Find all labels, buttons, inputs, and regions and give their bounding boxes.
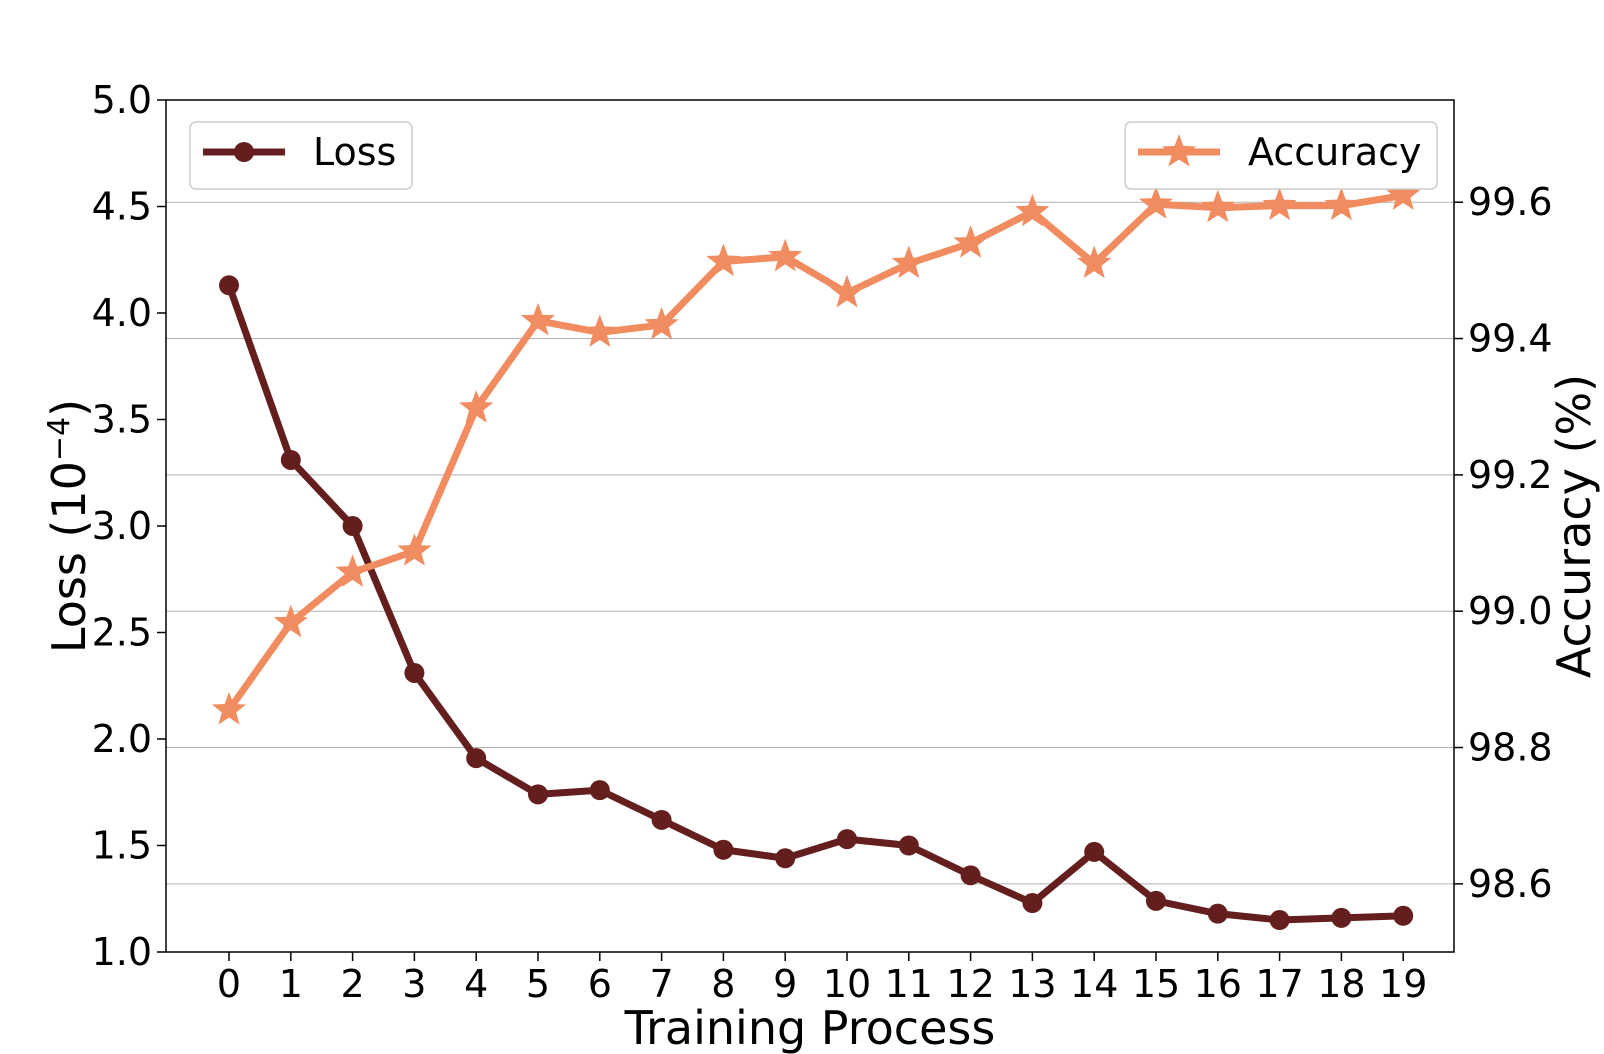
left-tick-label: 2.5 [92,611,152,655]
x-tick-label: 3 [402,962,426,1006]
left-tick-label: 4.5 [92,185,152,229]
series-layer [211,177,1421,931]
data-point-loss [837,829,857,850]
data-point-accuracy [582,314,617,347]
data-point-accuracy [1262,187,1297,221]
data-point-loss [1331,907,1352,928]
data-point-loss [1393,905,1414,926]
right-tick-label: 99.4 [1468,317,1553,361]
data-point-loss [960,865,981,886]
left-tick-label: 4.0 [92,291,152,335]
data-point-loss [589,780,610,801]
data-point-accuracy [1138,186,1174,219]
data-point-loss [713,839,734,860]
x-tick-label: 10 [823,962,871,1006]
data-point-accuracy [1077,245,1112,279]
right-axis-gridlines [166,201,1454,885]
data-point-accuracy [706,243,741,277]
data-point-loss [1022,893,1043,914]
x-axis-ticks: 0 1 2 3 4 5 6 7 8 9 10 11 12 13 14 15 16 17 18 19 [217,952,1427,1006]
data-point-accuracy [891,245,926,279]
x-tick-label: 19 [1379,962,1427,1006]
x-tick-label: 9 [773,962,797,1006]
x-tick-label: 13 [1008,962,1056,1006]
legend-loss-label: Loss [313,130,396,174]
left-axis-ticks: 1.0 1.5 2.0 2.5 3.0 3.5 4.0 4.5 5.0 [92,78,166,974]
x-tick-label: 4 [464,962,488,1006]
legend-loss-box [189,121,413,190]
data-point-accuracy [829,274,865,308]
data-point-accuracy [520,302,556,336]
data-point-loss [466,748,487,769]
data-point-accuracy [335,554,370,587]
data-point-accuracy [1015,193,1050,227]
x-tick-label: 2 [341,962,365,1006]
left-tick-label: 2.0 [92,717,152,761]
x-tick-label: 0 [217,962,241,1006]
left-tick-label: 1.5 [92,824,152,868]
x-tick-label: 17 [1255,962,1303,1006]
data-point-loss [1084,841,1105,862]
data-point-accuracy [397,533,432,566]
right-tick-label: 99.6 [1468,180,1553,224]
x-tick-label: 15 [1132,962,1180,1006]
left-tick-label: 3.5 [92,398,152,442]
right-tick-label: 98.6 [1468,862,1553,906]
left-tick-label: 5.0 [92,78,152,122]
legend-loss: Loss [189,121,413,190]
data-point-accuracy [768,238,803,272]
x-tick-label: 18 [1317,962,1365,1006]
series-line-loss [225,281,1407,924]
x-axis-title: Training Process [624,1001,996,1054]
data-point-loss [651,809,672,830]
data-point-loss [528,784,548,805]
x-tick-label: 12 [946,962,994,1006]
data-point-accuracy [1200,189,1235,223]
data-point-loss [1269,910,1290,931]
right-axis-ticks: 98.6 98.8 99.0 99.2 99.4 99.6 [1454,180,1553,906]
right-tick-label: 99.2 [1468,453,1553,497]
left-axis-title: Loss (10−4) [42,399,96,653]
data-point-loss [1146,890,1166,911]
x-tick-label: 16 [1194,962,1242,1006]
right-tick-label: 98.8 [1468,726,1553,770]
data-point-accuracy [953,225,988,258]
right-axis-title: Accuracy (%) [1547,374,1601,678]
left-tick-label: 1.0 [92,930,152,974]
left-tick-label: 3.0 [92,504,152,548]
legend-accuracy-label: Accuracy [1248,130,1422,174]
legend-accuracy-marker [1161,134,1197,167]
data-point-loss [219,275,239,296]
legend-accuracy-box [1124,121,1438,190]
x-tick-label: 5 [526,962,550,1006]
x-tick-label: 7 [650,962,674,1006]
x-tick-label: 1 [279,962,303,1006]
data-point-accuracy [644,306,679,340]
x-tick-label: 14 [1070,962,1118,1006]
data-point-accuracy [459,390,494,423]
data-point-loss [775,848,796,869]
data-point-loss [1207,903,1228,924]
data-point-loss [898,835,919,856]
data-point-loss [280,449,301,470]
data-point-accuracy [1324,187,1359,221]
data-point-accuracy [273,604,308,638]
x-tick-label: 11 [885,962,933,1006]
right-tick-label: 99.0 [1468,589,1553,633]
x-tick-label: 8 [711,962,735,1006]
data-point-accuracy [211,692,247,725]
data-point-loss [342,516,363,536]
legend-loss-marker [234,142,254,162]
x-tick-label: 6 [588,962,612,1006]
data-point-accuracy [1386,177,1421,210]
data-point-loss [404,662,425,683]
legend-accuracy: Accuracy [1124,121,1438,190]
